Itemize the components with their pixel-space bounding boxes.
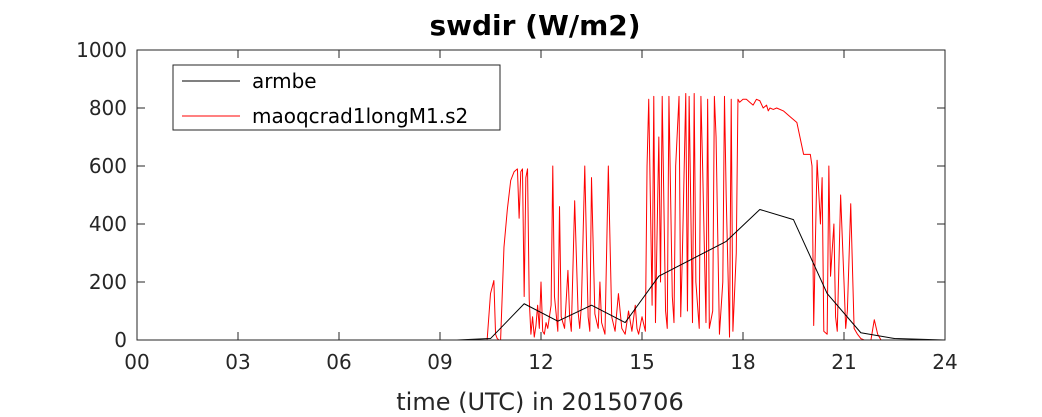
x-tick-label: 15 bbox=[629, 350, 654, 374]
y-axis-ticks: 0 200 400 600 800 1000 bbox=[76, 38, 945, 352]
x-axis-ticks: 00 03 06 09 12 15 18 21 24 bbox=[124, 50, 958, 374]
chart-title: swdir (W/m2) bbox=[429, 9, 640, 42]
series-line-maoqcrad1longM1 bbox=[137, 93, 945, 341]
x-tick-label: 21 bbox=[831, 350, 856, 374]
legend-label-armbe: armbe bbox=[252, 69, 317, 93]
series-line-armbe bbox=[137, 209, 946, 341]
y-tick-label: 800 bbox=[89, 96, 127, 120]
y-tick-label: 400 bbox=[89, 212, 127, 236]
y-tick-label: 200 bbox=[89, 270, 127, 294]
legend-label-maoqcrad: maoqcrad1longM1.s2 bbox=[252, 104, 468, 128]
x-tick-label: 18 bbox=[730, 350, 755, 374]
x-tick-label: 24 bbox=[932, 350, 957, 374]
legend: armbe maoqcrad1longM1.s2 bbox=[172, 64, 501, 131]
legend-box bbox=[172, 64, 501, 131]
x-tick-label: 12 bbox=[528, 350, 553, 374]
x-tick-label: 00 bbox=[124, 350, 149, 374]
y-tick-label: 1000 bbox=[76, 38, 127, 62]
x-tick-label: 09 bbox=[427, 350, 452, 374]
series-layer bbox=[137, 93, 946, 341]
x-tick-label: 03 bbox=[225, 350, 250, 374]
x-tick-label: 06 bbox=[326, 350, 351, 374]
y-tick-label: 600 bbox=[89, 154, 127, 178]
x-axis-label: time (UTC) in 20150706 bbox=[396, 388, 683, 416]
y-tick-label: 0 bbox=[114, 328, 127, 352]
